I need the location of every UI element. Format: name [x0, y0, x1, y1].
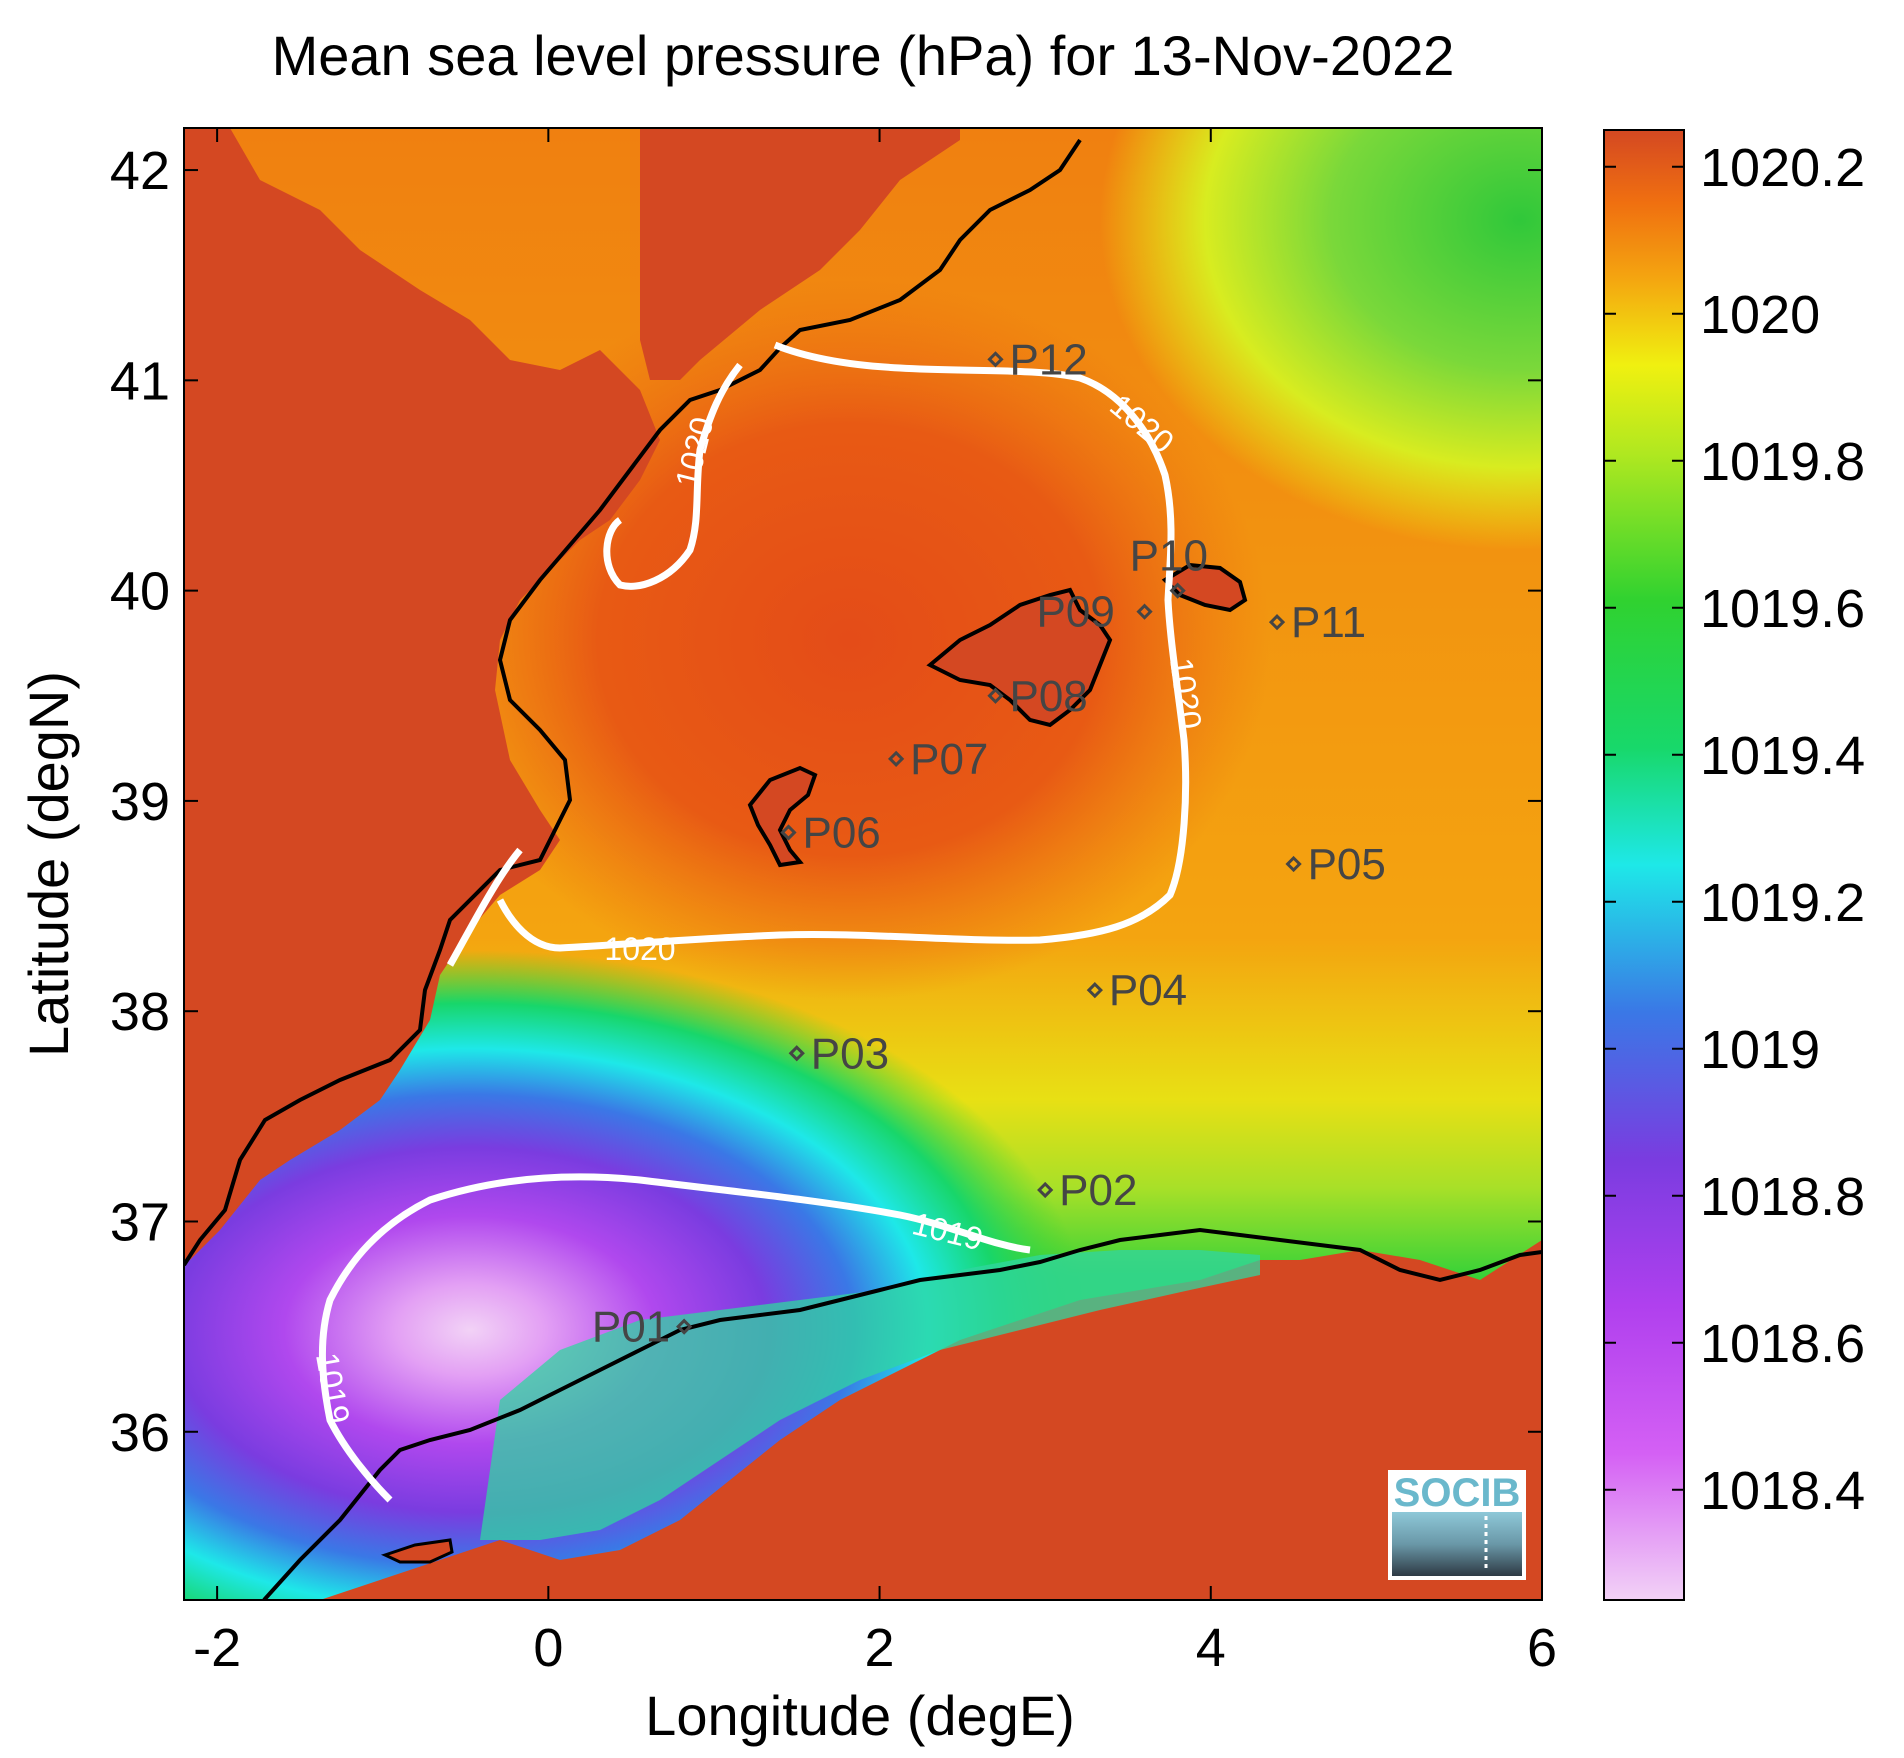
africa-coastal-band [480, 1250, 1260, 1540]
colorbar-tick-label: 1018.8 [1700, 1167, 1865, 1227]
station-marker [987, 687, 1004, 704]
station-label: P09 [1037, 588, 1115, 637]
contour-1019 [318, 1173, 1031, 1503]
station-label: P02 [1059, 1166, 1137, 1215]
contour-1020 [446, 341, 1190, 967]
station-label: P01 [592, 1303, 670, 1352]
plot-area: 1020 1020 1020 1020 1019 1019 P01P02P03P… [184, 128, 1542, 1600]
france-land [640, 128, 960, 380]
y-tick-label: 41 [110, 351, 170, 411]
africa-land [184, 1240, 1542, 1600]
station-label: P06 [802, 808, 880, 857]
station-label: P12 [1009, 335, 1087, 384]
socib-logo-text: SOCIB [1394, 1471, 1521, 1515]
colorbar-tick-label: 1019.6 [1700, 579, 1865, 639]
station-label: P08 [1009, 672, 1087, 721]
colorbar-tick-label: 1019 [1700, 1020, 1820, 1080]
station-marker [1037, 1181, 1054, 1199]
station-label: P03 [811, 1029, 889, 1078]
x-tick-label: 6 [1527, 1618, 1557, 1678]
station-marker [780, 824, 797, 841]
colorbar [1603, 129, 1685, 1601]
y-tick-label: 38 [110, 982, 170, 1042]
coastline-africa [262, 1227, 1542, 1600]
station-marker [888, 750, 905, 767]
island-alboran [380, 1538, 454, 1564]
station-marker [1169, 582, 1186, 599]
coastline-iberia [184, 138, 1082, 1267]
colorbar-tick-label: 1019.4 [1700, 726, 1865, 786]
station-marker [1136, 603, 1153, 620]
chart-title: Mean sea level pressure (hPa) for 13-Nov… [272, 24, 1455, 87]
y-tick-label: 36 [110, 1403, 170, 1463]
station-marker [1086, 982, 1103, 999]
station-label: P10 [1130, 532, 1208, 581]
station-marker [987, 351, 1004, 368]
island-mallorca [926, 587, 1113, 728]
y-tick-label: 42 [110, 141, 170, 201]
station-marker [788, 1045, 805, 1062]
island-menorca [1161, 562, 1248, 613]
station-marker [1285, 855, 1302, 873]
colorbar-tick-label: 1019.8 [1700, 432, 1865, 492]
colorbar-tick-label: 1018.4 [1700, 1461, 1865, 1521]
station-label: P11 [1291, 598, 1366, 647]
x-tick-label: 4 [1196, 1618, 1226, 1678]
island-ibiza [747, 765, 818, 868]
colorbar-tick-label: 1018.6 [1700, 1314, 1865, 1374]
colorbar-ticks: 1018.4 1018.6 1018.8 1019 1019.2 1019.4 1019.6… [1604, 138, 1865, 1521]
y-tick-label: 39 [110, 772, 170, 832]
colorbar-tick-label: 1020 [1700, 285, 1820, 345]
x-tick-label: -2 [193, 1618, 241, 1678]
station-marker [676, 1318, 693, 1335]
colorbar-tick-label: 1019.2 [1700, 873, 1865, 933]
y-tick-label: 40 [110, 562, 170, 622]
iberia-land [184, 128, 660, 1260]
plot-frame [183, 127, 1543, 1601]
x-tick-label: 2 [865, 1618, 895, 1678]
station-label: P04 [1109, 966, 1187, 1015]
station-markers: P01 P02 P03 P04 P05 P06 P07 P08 P09 P10 P11 P12 [592, 335, 1386, 1351]
x-tick-label: 0 [533, 1618, 563, 1678]
station-label: P07 [910, 735, 988, 784]
station-label: P05 [1308, 840, 1386, 889]
ne-low-region [1100, 128, 1542, 550]
socib-logo: SOCIB [1388, 1470, 1526, 1580]
station-marker [1268, 614, 1286, 631]
y-axis-label: Latitude (degN) [17, 671, 80, 1057]
y-tick-label: 37 [110, 1192, 170, 1252]
contour-label-1020-s: 1020 [604, 931, 675, 967]
colorbar-tick-label: 1020.2 [1700, 138, 1865, 198]
x-axis-ticks: -2 0 2 4 6 [193, 128, 1557, 1678]
x-axis-label: Longitude (degE) [645, 1684, 1075, 1747]
y-axis-ticks: 36 37 38 39 40 41 42 [110, 141, 1542, 1463]
